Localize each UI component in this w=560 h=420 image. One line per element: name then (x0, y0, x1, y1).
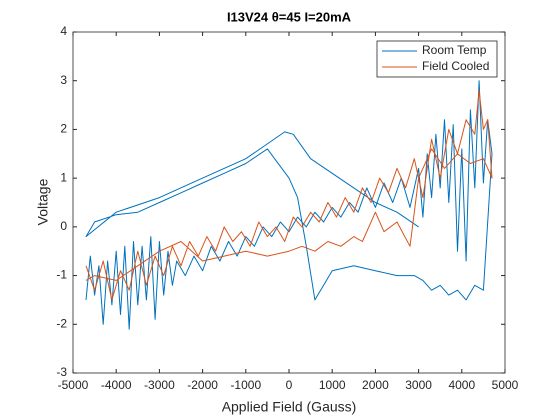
x-tick-label: 1000 (319, 378, 346, 392)
chart-title: I13V24 θ=45 I=20mA (227, 9, 352, 24)
y-tick-label: 3 (60, 73, 67, 87)
series-line (85, 90, 493, 301)
x-tick-label: 4000 (448, 378, 475, 392)
y-tick-label: 2 (60, 122, 67, 136)
x-tick-label: 3000 (405, 378, 432, 392)
x-tick-label: 5000 (492, 378, 519, 392)
y-axis-label: Voltage (35, 178, 51, 225)
legend-label: Room Temp (422, 43, 487, 57)
y-tick-label: -3 (56, 365, 67, 379)
plot-area (73, 32, 505, 373)
x-tick-label: -4000 (101, 378, 132, 392)
y-tick-label: -2 (56, 316, 67, 330)
x-tick-label: -5000 (58, 378, 89, 392)
legend-box (376, 40, 498, 78)
y-tick-label: 1 (60, 170, 67, 184)
x-tick-label: -1000 (230, 378, 261, 392)
x-tick-label: -2000 (187, 378, 218, 392)
x-tick-label: 0 (286, 378, 293, 392)
series-line (85, 80, 493, 330)
legend-label: Field Cooled (422, 59, 489, 73)
x-axis-label: Applied Field (Gauss) (222, 399, 357, 415)
y-tick-label: 4 (60, 24, 67, 38)
x-tick-label: -3000 (144, 378, 175, 392)
x-tick-label: 2000 (362, 378, 389, 392)
y-tick-label: -1 (56, 268, 67, 282)
axes-box (72, 31, 506, 374)
y-tick-label: 0 (60, 219, 67, 233)
